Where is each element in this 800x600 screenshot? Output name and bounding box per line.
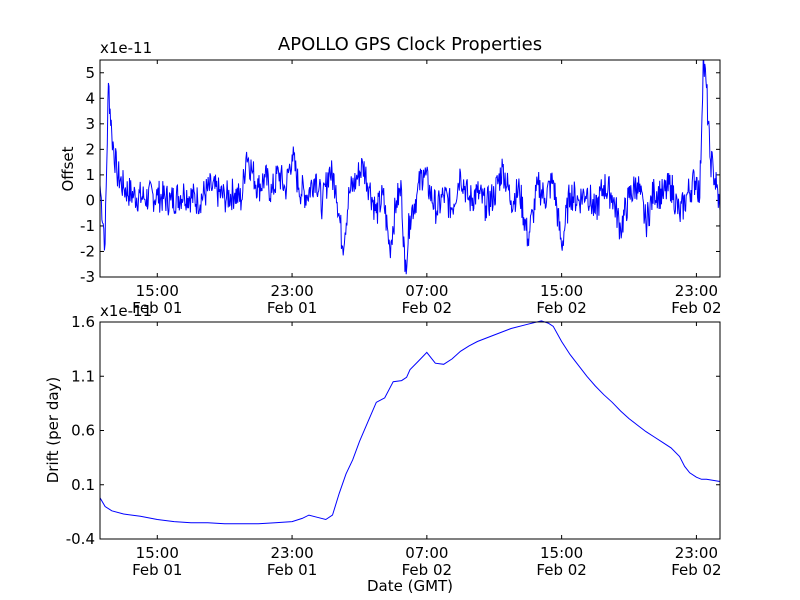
y-tick-label: 0 [85,191,95,209]
x-tick-label-time: 15:00 [136,282,179,300]
offset-series-line [99,59,721,275]
x-tick-label-time: 23:00 [270,544,313,562]
x-tick-label-date: Feb 02 [402,299,452,317]
drift-axes-frame [99,321,721,540]
drift-ylabel: Drift (per day) [44,377,62,484]
y-tick-label: 3 [85,115,95,133]
y-tick-label: 4 [85,89,95,107]
x-tick-label-date: Feb 02 [536,561,586,579]
drift-series-line [99,320,721,525]
x-tick-label-date: Feb 02 [671,561,721,579]
offset-axes-frame [99,59,721,278]
x-tick-label-time: 15:00 [136,544,179,562]
drift-panel: x1e-11 Drift (per day) 1.6 1.1 0.6 0.1 -0.4 1… [44,302,722,595]
x-tick-label-time: 07:00 [405,282,448,300]
x-tick-label-time: 07:00 [405,544,448,562]
x-tick-label-time: 23:00 [675,282,718,300]
y-tick-label: -1 [80,217,95,235]
offset-scale-label: x1e-11 [100,39,152,57]
y-tick-label: 0.6 [71,422,95,440]
y-tick-label: 1.1 [71,367,95,385]
y-tick-label: 1.6 [71,313,95,331]
y-tick-label: 5 [85,64,95,82]
x-tick-label-date: Feb 01 [132,299,182,317]
y-tick-label: 0.1 [71,476,95,494]
x-tick-label-time: 15:00 [540,544,583,562]
y-tick-label: -0.4 [66,530,95,548]
offset-ylabel: Offset [59,146,77,191]
x-tick-label-date: Feb 02 [402,561,452,579]
y-tick-label: 2 [85,140,95,158]
drift-scale-label: x1e-11 [100,302,152,320]
y-tick-label: -3 [80,268,95,286]
y-tick-label: 1 [85,166,95,184]
x-tick-label-date: Feb 01 [267,561,317,579]
x-tick-label-time: 23:00 [270,282,313,300]
x-tick-label-date: Feb 02 [671,299,721,317]
x-tick-label-date: Feb 01 [132,561,182,579]
x-tick-label-date: Feb 02 [536,299,586,317]
chart-title: APOLLO GPS Clock Properties [278,34,542,55]
x-tick-label-time: 23:00 [675,544,718,562]
y-tick-label: -2 [80,242,95,260]
drift-xlabel: Date (GMT) [367,577,453,595]
x-tick-label-time: 15:00 [540,282,583,300]
x-tick-label-date: Feb 01 [267,299,317,317]
